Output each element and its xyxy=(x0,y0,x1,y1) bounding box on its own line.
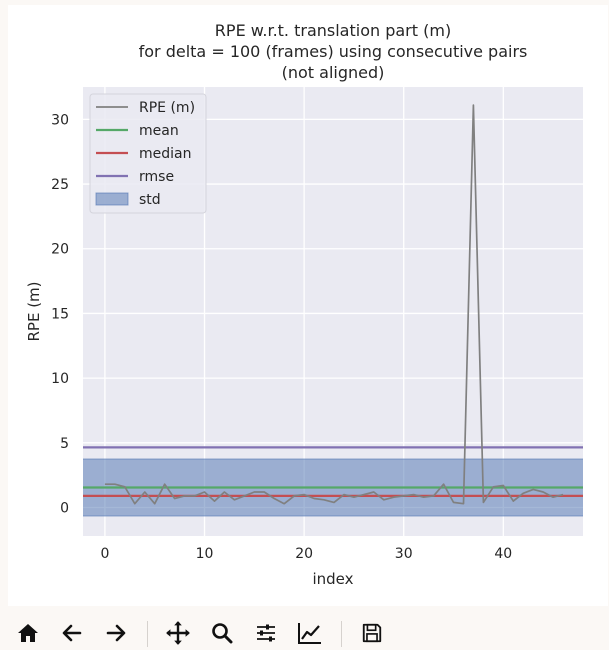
sliders-icon xyxy=(257,624,275,642)
y-tick-label: 30 xyxy=(51,112,69,128)
y-tick-label: 20 xyxy=(51,242,69,258)
x-axis-label: index xyxy=(312,570,353,588)
legend-label: std xyxy=(139,192,161,208)
toolbar-separator xyxy=(341,621,342,647)
zoom-button[interactable] xyxy=(206,617,238,649)
figure: RPE w.r.t. translation part (m) for delta… xyxy=(8,5,608,606)
legend-label: mean xyxy=(139,123,179,139)
y-tick-label: 25 xyxy=(51,177,69,193)
back-button[interactable] xyxy=(56,617,88,649)
legend-label: median xyxy=(139,146,191,162)
x-tick-label: 20 xyxy=(295,546,313,562)
floppy-disk-icon xyxy=(362,623,382,643)
chart-title-line: RPE w.r.t. translation part (m) xyxy=(215,21,451,40)
move-icon xyxy=(166,621,190,645)
magnifier-icon xyxy=(212,623,233,644)
toolbar xyxy=(0,607,609,650)
y-tick-label: 0 xyxy=(60,501,69,517)
x-tick-label: 40 xyxy=(494,546,512,562)
x-tick-label: 30 xyxy=(395,546,413,562)
pan-button[interactable] xyxy=(162,617,194,649)
home-button[interactable] xyxy=(12,617,44,649)
home-icon xyxy=(18,624,38,642)
y-tick-label: 15 xyxy=(51,306,69,322)
line-chart-icon xyxy=(298,623,321,644)
forward-button[interactable] xyxy=(100,617,132,649)
legend-swatch-std xyxy=(95,192,129,206)
y-axis-label: RPE (m) xyxy=(25,281,43,341)
arrow-left-icon xyxy=(62,624,82,642)
chart-title-line: for delta = 100 (frames) using consecuti… xyxy=(139,42,528,61)
save-button[interactable] xyxy=(356,617,388,649)
x-tick-label: 0 xyxy=(100,546,109,562)
legend-label: RPE (m) xyxy=(139,100,195,116)
x-tick-label: 10 xyxy=(196,546,214,562)
chart-title-line: (not aligned) xyxy=(282,63,385,82)
arrow-right-icon xyxy=(106,624,126,642)
y-tick-label: 10 xyxy=(51,371,69,387)
toolbar-separator xyxy=(147,621,148,647)
y-tick-label: 5 xyxy=(60,436,69,452)
configure-subplots-button[interactable] xyxy=(250,617,282,649)
legend-box xyxy=(89,93,207,214)
rpe-chart: RPE w.r.t. translation part (m) for delta… xyxy=(25,21,583,588)
edit-axes-button[interactable] xyxy=(294,617,326,649)
legend-label: rmse xyxy=(139,169,174,185)
rpe-series-line xyxy=(104,104,564,505)
